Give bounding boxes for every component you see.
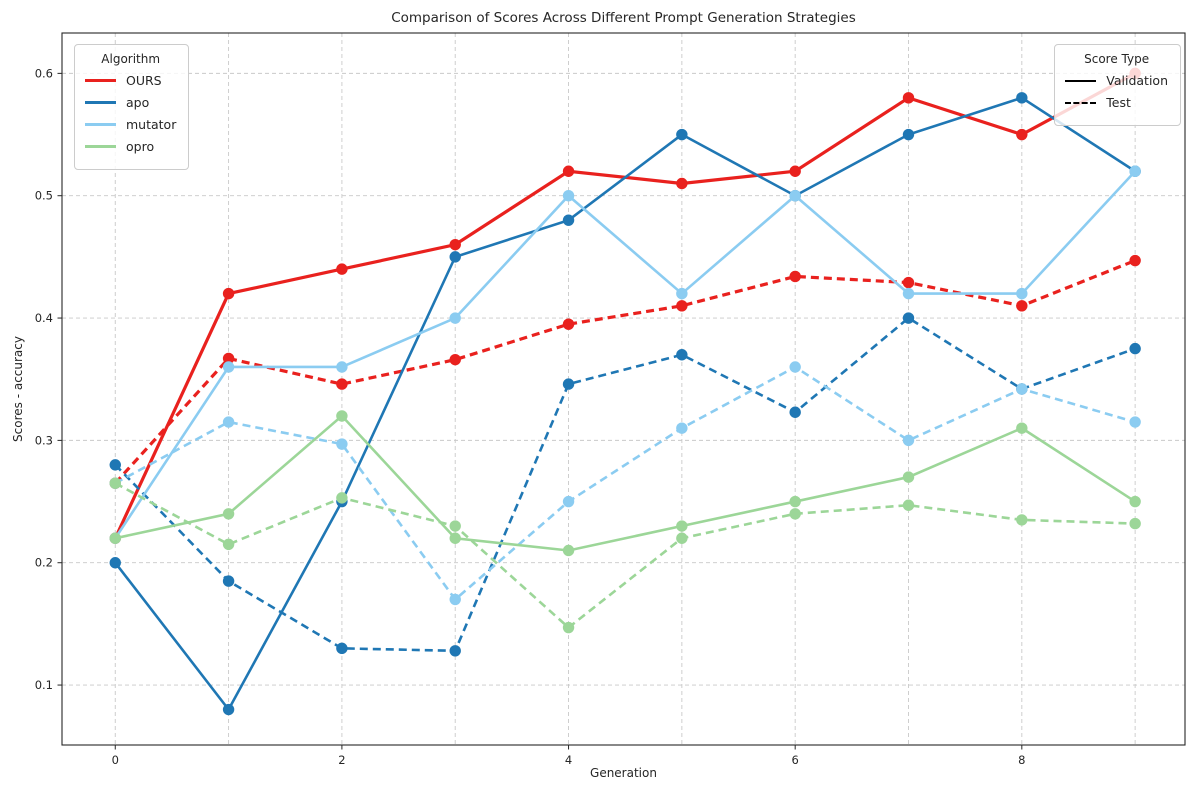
- legend-score-type-title: Score Type: [1084, 52, 1150, 66]
- svg-text:0.4: 0.4: [35, 311, 53, 325]
- legend-algorithm-title: Algorithm: [101, 52, 161, 66]
- chart-title: Comparison of Scores Across Different Pr…: [391, 10, 856, 26]
- legend-item-validation: Validation: [1065, 73, 1168, 88]
- legend-item-mutator: mutator: [85, 117, 176, 132]
- legend-label: mutator: [126, 117, 177, 132]
- line-swatch-mutator: [85, 123, 116, 126]
- svg-text:0.3: 0.3: [35, 433, 53, 447]
- legend-item-test: Test: [1065, 95, 1168, 110]
- svg-text:2: 2: [338, 753, 345, 767]
- svg-text:0: 0: [112, 753, 119, 767]
- legend-label: OURS: [126, 73, 162, 88]
- legend-label: opro: [126, 139, 155, 154]
- y-axis-label: Scores - accuracy: [11, 336, 25, 442]
- x-axis-label: Generation: [590, 766, 657, 780]
- legend-item-opro: opro: [85, 139, 176, 154]
- line-swatch-validation: [1065, 79, 1097, 82]
- svg-text:8: 8: [1018, 753, 1025, 767]
- legend-label: apo: [126, 95, 150, 110]
- line-swatch-test: [1065, 101, 1097, 104]
- svg-text:4: 4: [565, 753, 572, 767]
- line-swatch-apo: [85, 101, 116, 104]
- legend-score-type: Score Type Validation Test: [1054, 44, 1181, 126]
- line-swatch-ours: [85, 79, 116, 82]
- legend-algorithm: Algorithm OURS apo mutator opro: [74, 44, 190, 170]
- svg-text:0.5: 0.5: [35, 189, 53, 203]
- svg-text:6: 6: [792, 753, 799, 767]
- svg-text:0.6: 0.6: [35, 66, 53, 80]
- svg-text:0.1: 0.1: [35, 678, 53, 692]
- line-swatch-opro: [85, 145, 116, 148]
- legend-item-ours: OURS: [85, 73, 176, 88]
- legend-label: Validation: [1106, 73, 1168, 88]
- legend-label: Test: [1106, 95, 1131, 110]
- svg-text:0.2: 0.2: [35, 556, 53, 570]
- legend-item-apo: apo: [85, 95, 176, 110]
